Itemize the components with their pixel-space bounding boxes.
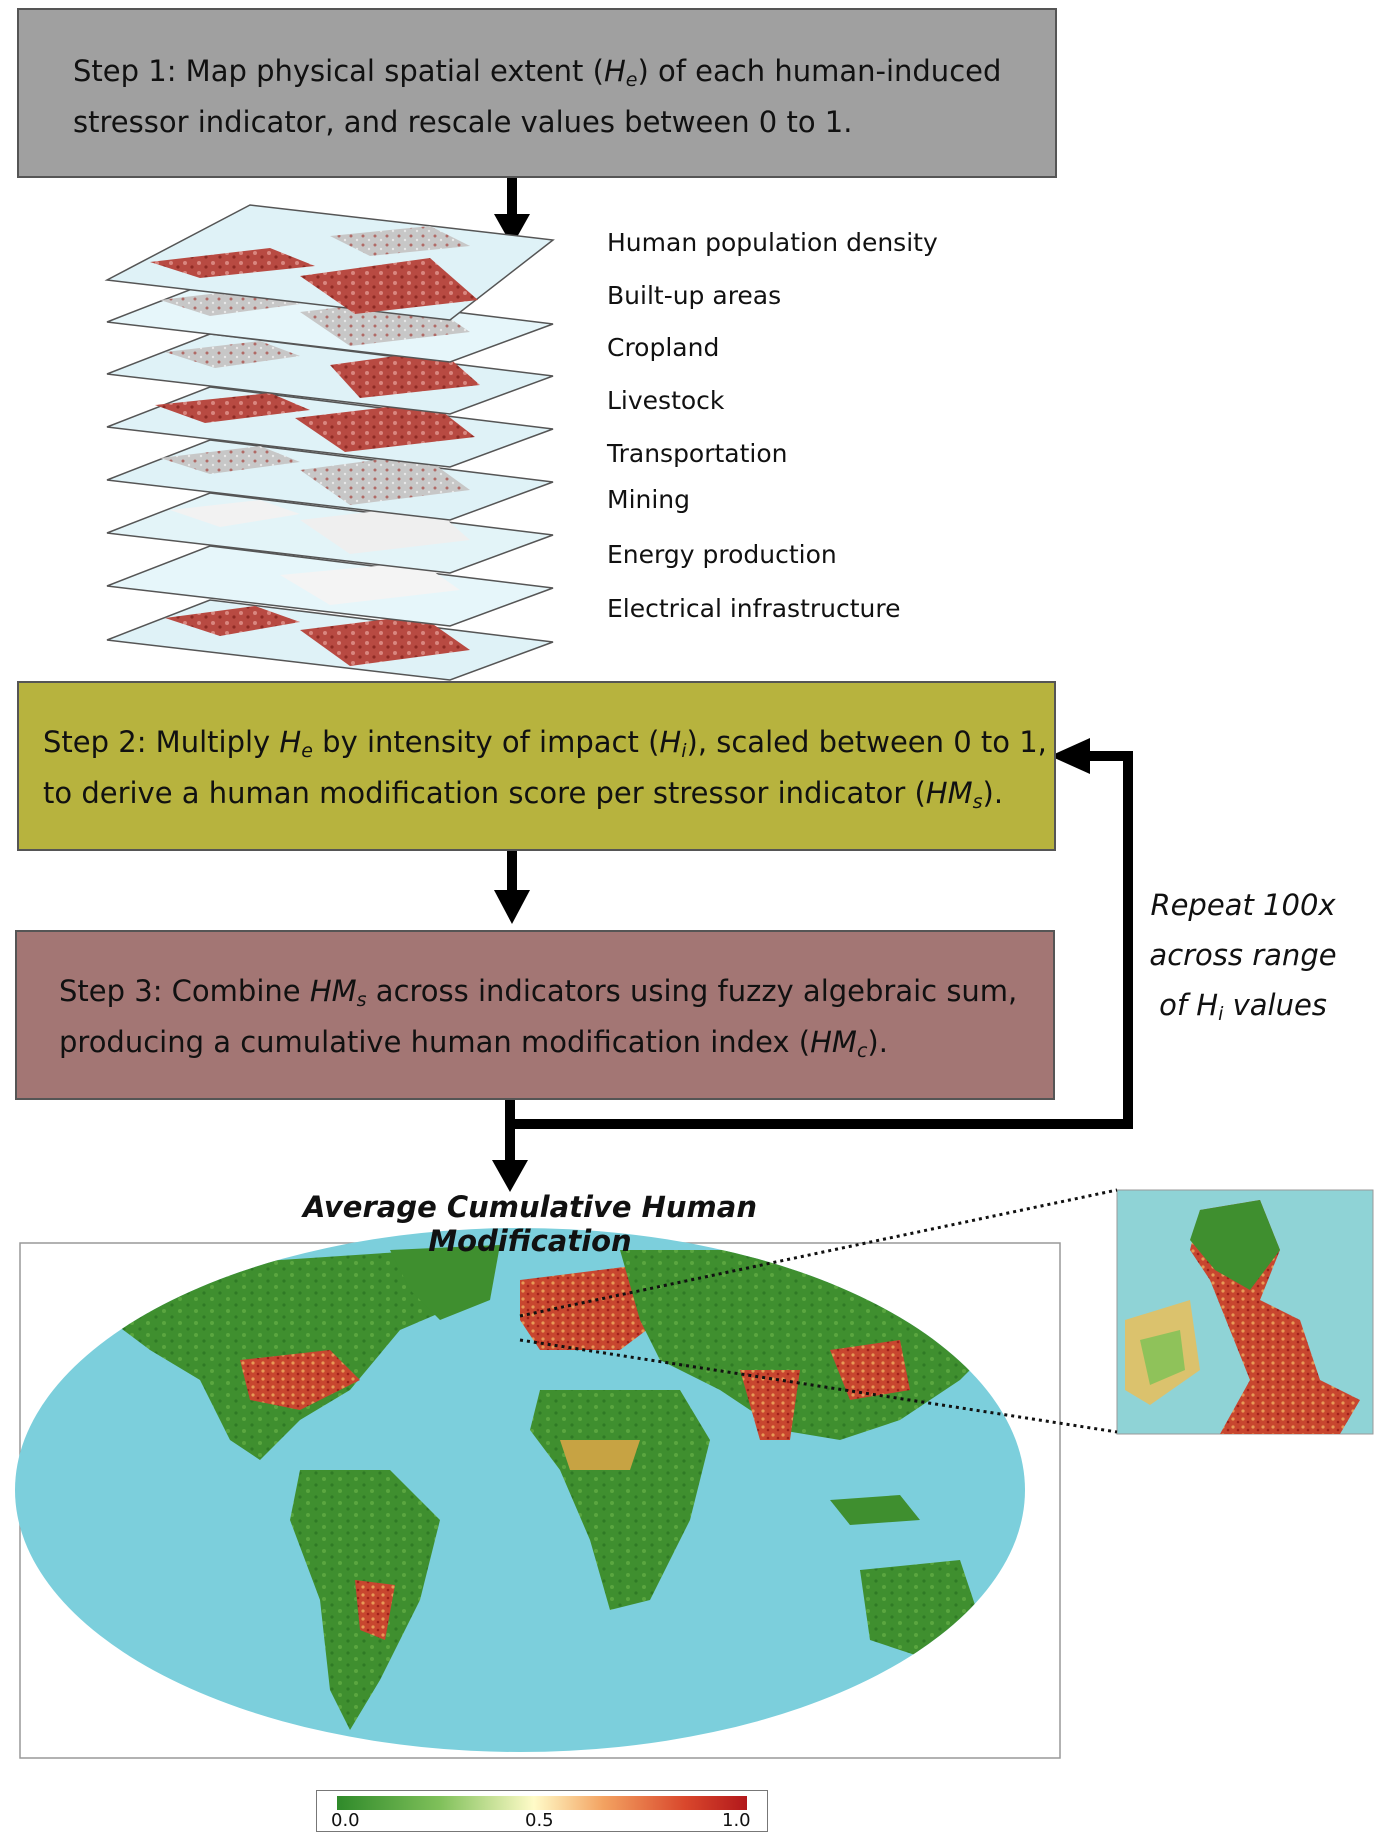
layer-label-mining: Mining — [607, 485, 691, 514]
repeat-annotation: Repeat 100x across range of Hi values — [1108, 880, 1378, 1030]
repeat-line2: across range — [1149, 938, 1337, 972]
layer-label-cropland: Cropland — [607, 333, 720, 362]
layer-label-transportation: Transportation — [607, 439, 788, 468]
feedback-loop-arrow — [492, 738, 1133, 1192]
layer-label-livestock: Livestock — [607, 386, 725, 415]
layer-cropland — [106, 333, 554, 415]
legend-max: 1.0 — [722, 1810, 751, 1831]
repeat-line1: Repeat 100x — [1150, 888, 1336, 922]
layer-label-electrical: Electrical infrastructure — [607, 594, 901, 623]
legend-gradient — [337, 1796, 747, 1810]
arrow-step1-to-layers — [494, 178, 530, 246]
layer-label-energy: Energy production — [607, 540, 837, 569]
legend-min: 0.0 — [331, 1810, 360, 1831]
layer-electrical — [106, 599, 554, 681]
step1-line1: Step 1: Map physical spatial extent (He)… — [73, 54, 1002, 91]
step3-box: Step 3: Combine HMs across indicators us… — [15, 930, 1055, 1100]
repeat-line3: of Hi values — [1159, 988, 1327, 1025]
layer-population — [104, 204, 555, 321]
step1-box: Step 1: Map physical spatial extent (He)… — [17, 8, 1057, 178]
layer-transportation — [106, 439, 554, 521]
layer-livestock — [106, 386, 554, 468]
step3-line1: Step 3: Combine HMs across indicators us… — [59, 974, 1018, 1011]
layer-label-population: Human population density — [607, 228, 938, 257]
layer-stack — [104, 204, 555, 681]
map-title: Average Cumulative Human Modification — [303, 1190, 757, 1258]
uk-inset — [1116, 1189, 1374, 1435]
color-legend: 0.0 0.5 1.0 — [316, 1790, 768, 1832]
layer-energy — [106, 545, 554, 627]
arrow-step2-to-step3 — [494, 851, 530, 924]
world-map — [15, 1228, 1061, 1759]
step2-box: Step 2: Multiply He by intensity of impa… — [17, 681, 1056, 851]
step1-line2: stressor indicator, and rescale values b… — [73, 105, 853, 139]
layer-label-builtup: Built-up areas — [607, 281, 782, 310]
step2-line2: to derive a human modification score per… — [43, 776, 1004, 813]
inset-connectors — [519, 1188, 1118, 1434]
step3-line2: producing a cumulative human modificatio… — [59, 1025, 888, 1062]
legend-mid: 0.5 — [525, 1810, 554, 1831]
step2-line1: Step 2: Multiply He by intensity of impa… — [43, 725, 1047, 762]
